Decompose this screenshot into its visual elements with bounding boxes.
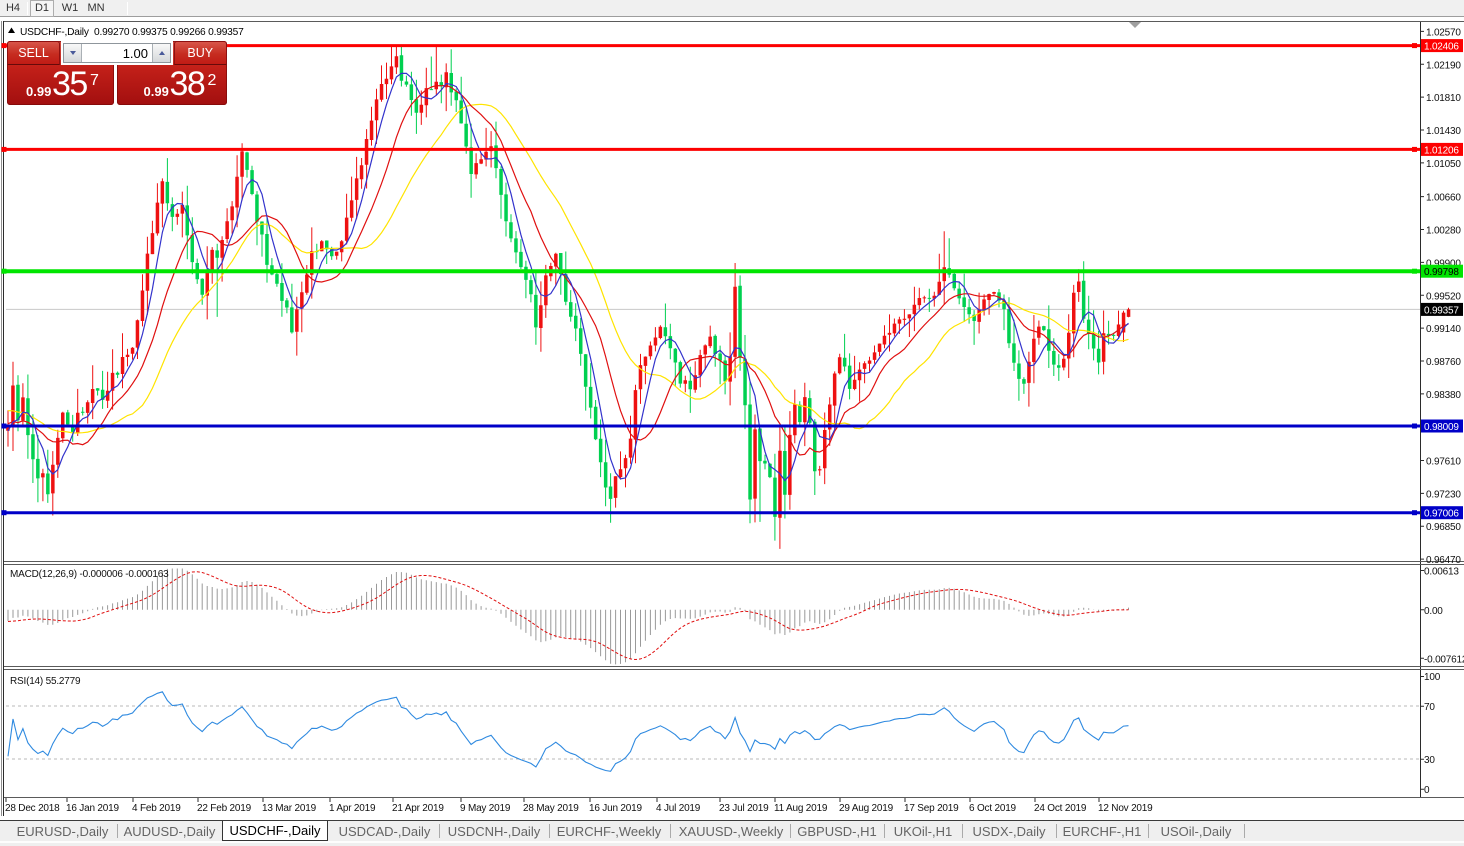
svg-text:0.99520: 0.99520 [1426,291,1461,302]
svg-text:70: 70 [1424,702,1435,713]
svg-text:0.97610: 0.97610 [1426,457,1461,468]
svg-text:24 Oct 2019: 24 Oct 2019 [1034,803,1087,814]
svg-text:30: 30 [1424,755,1435,766]
svg-text:1.02190: 1.02190 [1426,60,1461,71]
svg-text:1.01206: 1.01206 [1424,145,1459,156]
svg-text:0.00: 0.00 [1424,606,1443,617]
svg-text:0: 0 [1424,785,1430,796]
svg-text:0.99900: 0.99900 [1426,258,1461,269]
svg-text:0.96470: 0.96470 [1426,555,1461,566]
svg-text:17 Sep 2019: 17 Sep 2019 [904,803,959,814]
svg-text:-0.007612: -0.007612 [1424,655,1464,666]
svg-text:0.97006: 0.97006 [1424,509,1459,520]
svg-text:16 Jun 2019: 16 Jun 2019 [589,803,642,814]
svg-text:28 Dec 2018: 28 Dec 2018 [5,803,60,814]
svg-text:11 Aug 2019: 11 Aug 2019 [774,803,828,814]
svg-text:0.96850: 0.96850 [1426,522,1461,533]
svg-text:28 May 2019: 28 May 2019 [523,803,579,814]
svg-text:23 Jul 2019: 23 Jul 2019 [719,803,769,814]
svg-text:1 Apr 2019: 1 Apr 2019 [329,803,376,814]
svg-text:29 Aug 2019: 29 Aug 2019 [839,803,894,814]
svg-text:0.98380: 0.98380 [1426,390,1461,401]
svg-text:22 Feb 2019: 22 Feb 2019 [197,803,252,814]
svg-text:21 Apr 2019: 21 Apr 2019 [392,803,444,814]
svg-text:0.99798: 0.99798 [1424,267,1459,278]
svg-text:13 Mar 2019: 13 Mar 2019 [262,803,317,814]
svg-text:9 May 2019: 9 May 2019 [460,803,511,814]
svg-text:1.00280: 1.00280 [1426,226,1461,237]
svg-text:0.98760: 0.98760 [1426,357,1461,368]
svg-text:0.97230: 0.97230 [1426,489,1461,500]
svg-text:1.02570: 1.02570 [1426,27,1461,38]
svg-text:0.98009: 0.98009 [1424,422,1459,433]
svg-text:1.01050: 1.01050 [1426,159,1461,170]
svg-text:100: 100 [1424,672,1441,683]
svg-text:0.00613: 0.00613 [1424,567,1459,578]
svg-text:0.99357: 0.99357 [1424,305,1459,316]
svg-text:MACD(12,26,9) -0.000006 -0.000: MACD(12,26,9) -0.000006 -0.000163 [10,569,169,580]
svg-text:4 Feb 2019: 4 Feb 2019 [132,803,181,814]
svg-text:12 Nov 2019: 12 Nov 2019 [1098,803,1153,814]
svg-text:1.00660: 1.00660 [1426,193,1461,204]
svg-text:1.01810: 1.01810 [1426,93,1461,104]
svg-text:USDCHF-,Daily 0.99270 0.99375: USDCHF-,Daily 0.99270 0.99375 0.99266 0.… [20,27,244,38]
svg-text:4 Jul 2019: 4 Jul 2019 [656,803,701,814]
svg-text:6 Oct 2019: 6 Oct 2019 [969,803,1017,814]
svg-text:16 Jan 2019: 16 Jan 2019 [66,803,119,814]
svg-text:1.01430: 1.01430 [1426,126,1461,137]
svg-text:RSI(14) 55.2779: RSI(14) 55.2779 [10,676,81,687]
svg-text:1.02406: 1.02406 [1424,42,1459,53]
svg-text:0.99140: 0.99140 [1426,324,1461,335]
